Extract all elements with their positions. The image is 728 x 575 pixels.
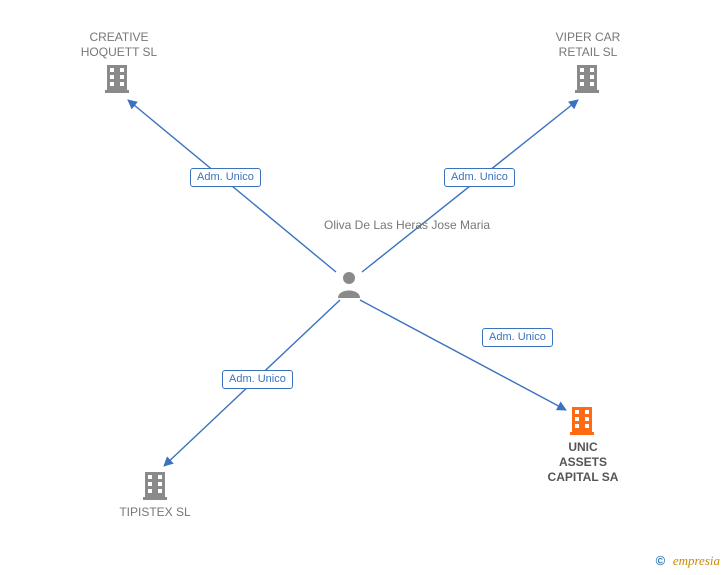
edge-label: Adm. Unico [482,328,553,347]
building-icon [103,63,131,93]
building-icon [568,405,596,435]
copyright-icon: © [656,553,666,568]
center-node-label: Oliva De Las Heras Jose Maria [324,218,490,233]
edge-line [360,300,566,410]
brand-name: empresia [673,553,720,568]
edge-label: Adm. Unico [190,168,261,187]
edge-label: Adm. Unico [444,168,515,187]
company-node-label: UNIC ASSETS CAPITAL SA [540,440,626,485]
company-node-label: CREATIVE HOQUETT SL [74,30,164,60]
company-node-label: VIPER CAR RETAIL SL [548,30,628,60]
watermark: © empresia [656,553,720,569]
edge-label: Adm. Unico [222,370,293,389]
building-icon [573,63,601,93]
building-icon [141,470,169,500]
company-node-label: TIPISTEX SL [110,505,200,520]
person-icon [336,270,362,298]
